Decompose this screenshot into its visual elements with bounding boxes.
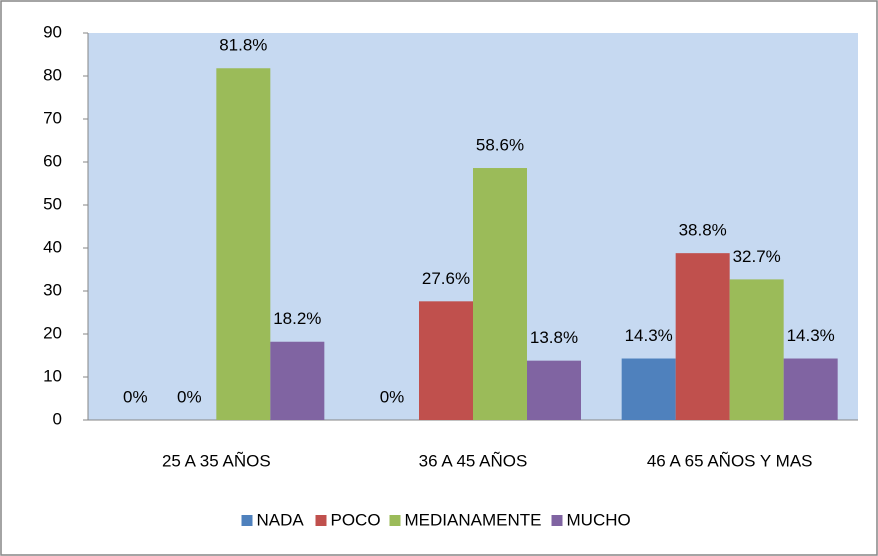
- data-label: 32.7%: [733, 247, 781, 266]
- bar: [419, 301, 473, 420]
- y-tick-label: 60: [43, 151, 62, 170]
- bar: [621, 358, 676, 420]
- y-tick-label: 70: [43, 108, 62, 127]
- bar: [675, 253, 730, 420]
- data-label: 0%: [177, 387, 202, 406]
- data-label: 81.8%: [219, 36, 267, 55]
- data-label: 27.6%: [422, 269, 470, 288]
- data-label: 14.3%: [787, 326, 835, 345]
- data-label: 18.2%: [273, 309, 321, 328]
- legend-swatch: [389, 515, 401, 526]
- bar: [216, 68, 271, 420]
- data-label: 38.8%: [679, 221, 727, 240]
- y-tick-label: 90: [43, 22, 62, 41]
- bar: [729, 279, 784, 420]
- y-tick-label: 10: [43, 366, 62, 385]
- y-tick-label: 0: [53, 409, 62, 428]
- x-tick-label: 36 A 45 AÑOS: [419, 451, 528, 470]
- bar: [270, 341, 325, 420]
- data-label: 13.8%: [530, 328, 578, 347]
- data-label: 58.6%: [476, 136, 524, 155]
- bar: [783, 358, 838, 420]
- legend-swatch: [241, 515, 253, 526]
- x-tick-label: 25 A 35 AÑOS: [162, 451, 271, 470]
- y-tick-label: 50: [43, 194, 62, 213]
- x-tick-label: 46 A 65 AÑOS Y MAS: [647, 451, 813, 470]
- y-tick-label: 20: [43, 323, 62, 342]
- legend-label: NADA: [257, 510, 305, 529]
- legend-swatch: [551, 515, 563, 526]
- y-tick-label: 40: [43, 237, 62, 256]
- y-tick-label: 30: [43, 280, 62, 299]
- legend-swatch: [315, 515, 327, 526]
- legend-label: MUCHO: [567, 510, 631, 529]
- data-label: 14.3%: [625, 326, 673, 345]
- y-tick-label: 80: [43, 65, 62, 84]
- data-label: 0%: [123, 387, 148, 406]
- data-label: 0%: [380, 387, 405, 406]
- bar: [527, 360, 581, 420]
- legend-label: MEDIANAMENTE: [405, 510, 542, 529]
- bar: [473, 168, 527, 420]
- legend-label: POCO: [331, 510, 381, 529]
